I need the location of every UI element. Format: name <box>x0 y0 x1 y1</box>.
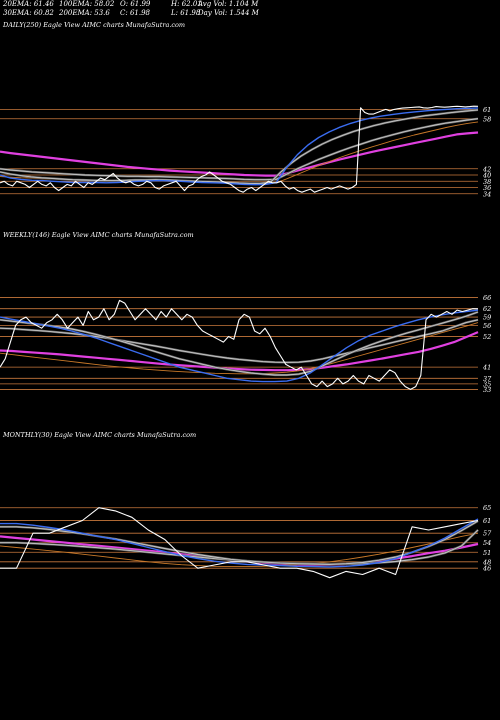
level-label: 54 <box>483 539 491 547</box>
level-label: 38 <box>483 178 491 186</box>
header-open: O: 61.99 <box>120 0 151 8</box>
header-ema30: 30EMA: 60.82 <box>3 9 54 17</box>
level-label: 37 <box>483 375 492 383</box>
level-label: 35 <box>483 380 491 388</box>
level-label: 61 <box>483 106 491 114</box>
header-avgvol: Avg Vol: 1.104 M <box>198 0 259 8</box>
series-price <box>0 105 479 193</box>
series-ema100 <box>0 118 479 181</box>
level-label: 58 <box>483 115 491 123</box>
header-high: H: 62.01 <box>171 0 202 8</box>
series-ema30 <box>0 109 479 184</box>
level-label: 41 <box>482 364 491 372</box>
level-label: 34 <box>483 190 491 198</box>
panel-label: DAILY(250) Eagle View AIMC charts Munafa… <box>2 21 185 29</box>
level-label: 46 <box>482 565 491 573</box>
level-label: 66 <box>483 294 491 302</box>
header-ema20: 20EMA: 61.46 <box>3 0 54 8</box>
panel-label: MONTHLY(30) Eagle View AIMC charts Munaf… <box>2 431 196 439</box>
series-ema100-shadow <box>0 117 479 181</box>
series-ema20 <box>0 309 479 383</box>
level-label: 61 <box>483 517 491 525</box>
series-price <box>0 299 479 390</box>
series-ema100 <box>0 319 479 363</box>
header-ema100: 100EMA: 58.02 <box>59 0 115 8</box>
level-label: 62 <box>483 305 491 313</box>
series-ema30 <box>0 311 479 376</box>
level-label: 48 <box>482 558 491 566</box>
level-label: 33 <box>483 386 491 394</box>
chart-panel-2: MONTHLY(30) Eagle View AIMC charts Munaf… <box>0 431 492 579</box>
header-dayvol: Day Vol: 1.544 M <box>198 9 259 17</box>
level-label: 40 <box>482 172 491 180</box>
level-label: 56 <box>483 322 491 330</box>
chart-panel-0: DAILY(250) Eagle View AIMC charts Munafa… <box>0 21 491 198</box>
chart-panel-1: WEEKLY(146) Eagle View AIMC charts Munaf… <box>0 231 492 394</box>
level-label: 52 <box>483 333 491 341</box>
series-ema30-shadow <box>0 108 479 185</box>
series-ema100 <box>0 529 479 565</box>
series-orange <box>0 322 479 375</box>
level-label: 57 <box>483 530 492 538</box>
level-label: 59 <box>483 314 491 322</box>
level-label: 51 <box>483 549 491 557</box>
series-ema100-shadow <box>0 529 479 566</box>
series-price <box>0 507 479 579</box>
header-low: L: 61.98 <box>171 9 201 17</box>
level-label: 42 <box>482 165 491 173</box>
series-ema20 <box>0 518 479 568</box>
series-ema20 <box>0 107 479 186</box>
series-ema30 <box>0 520 479 565</box>
level-label: 65 <box>483 504 491 512</box>
panel-label: WEEKLY(146) Eagle View AIMC charts Munaf… <box>3 231 194 239</box>
header-close: C: 61.98 <box>120 9 150 17</box>
series-ema200 <box>0 331 479 372</box>
series-ema200 <box>0 131 479 177</box>
series-orange <box>0 532 479 568</box>
level-label: 36 <box>483 184 491 192</box>
header-ema200: 200EMA: 53.6 <box>59 9 110 17</box>
